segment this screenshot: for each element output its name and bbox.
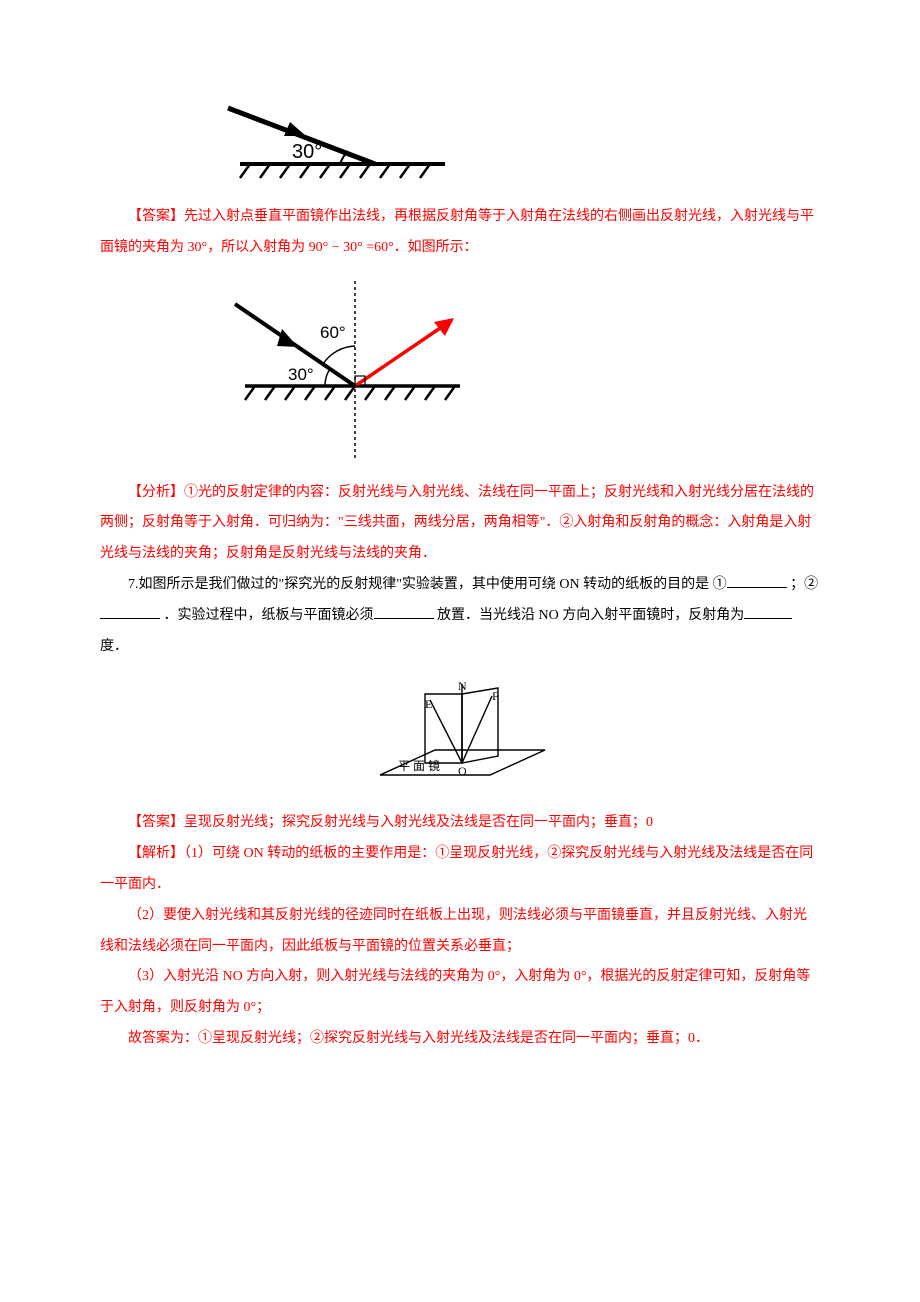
q7-text-b: ．实验过程中，纸板与平面镜必须	[164, 608, 374, 623]
q7-text-c: 放置．当光线沿 NO 方向入射平面镜时，反射角为	[437, 608, 744, 623]
angle-60-label: 60°	[320, 323, 346, 342]
expl7-p2-text: （2）要使入射光线和其反射光线的径迹同时在纸板上出现，则法线必须与平面镜垂直，并…	[100, 908, 807, 954]
angle-30-label: 30°	[292, 141, 322, 163]
explanation-7-p1: 【解析】（1）可绕 ON 转动的纸板的主要作用是：①呈现反射光线，②探究反射光线…	[100, 839, 820, 901]
label-N: N	[458, 679, 467, 693]
label-O: O	[458, 764, 467, 778]
explanation-7-p4: 故答案为：①呈现反射光线；②探究反射光线与入射光线及法线是否在同一平面内；垂直；…	[100, 1024, 820, 1055]
figure-experiment-setup: E N F O 平 面 镜	[370, 678, 550, 798]
ans7-label: 【答案】	[128, 815, 184, 830]
q7-text-d: 度．	[100, 639, 128, 654]
expl7-label: 【解析】	[128, 846, 184, 861]
analysis-1: 【分析】①光的反射定律的内容：反射光线与入射光线、法线在同一平面上；反射光线和入…	[100, 478, 820, 570]
label-F: F	[492, 689, 499, 703]
q7-semi: ；	[790, 577, 804, 592]
q7-prefix: 7.	[128, 577, 139, 592]
label-E: E	[425, 697, 432, 711]
ans7-text: 呈现反射光线；探究反射光线与入射光线及法线是否在同一平面内；垂直；0	[184, 815, 653, 830]
q7-circ2: ②	[804, 577, 818, 592]
angle-30-label-2: 30°	[288, 365, 314, 384]
answer-1: 【答案】先过入射点垂直平面镜作出法线，再根据反射角等于入射角在法线的右侧画出反射…	[100, 202, 820, 264]
q7-circ1: ①	[713, 577, 727, 592]
blank-1	[727, 573, 787, 588]
answer-7: 【答案】呈现反射光线；探究反射光线与入射光线及法线是否在同一平面内；垂直；0	[100, 808, 820, 839]
explanation-7-p3: （3）入射光沿 NO 方向入射，则入射光线与法线的夹角为 0°，入射角为 0°，…	[100, 962, 820, 1024]
answer-text: 先过入射点垂直平面镜作出法线，再根据反射角等于入射角在法线的右侧画出反射光线，入…	[100, 209, 814, 255]
analysis-label: 【分析】	[128, 485, 184, 500]
q7-text-a: 如图所示是我们做过的"探究光的反射规律"实验装置，其中使用可绕 ON 转动的纸板…	[139, 577, 710, 592]
expl7-p1-text: （1）可绕 ON 转动的纸板的主要作用是：①呈现反射光线，②探究反射光线与入射光…	[100, 846, 813, 892]
explanation-7-p2: （2）要使入射光线和其反射光线的径迹同时在纸板上出现，则法线必须与平面镜垂直，并…	[100, 901, 820, 963]
label-mirror: 平 面 镜	[398, 758, 440, 773]
blank-2	[100, 604, 160, 619]
blank-3	[374, 604, 434, 619]
expl7-p3-text: （3）入射光沿 NO 方向入射，则入射光线与法线的夹角为 0°，入射角为 0°，…	[100, 969, 810, 1015]
answer-label: 【答案】	[128, 209, 184, 224]
figure-incident-ray: 30°	[220, 102, 450, 190]
figure-reflection-solution: 60° 30°	[220, 276, 470, 466]
blank-4	[744, 604, 792, 619]
analysis-text: ①光的反射定律的内容：反射光线与入射光线、法线在同一平面上；反射光线和入射光线分…	[100, 485, 814, 562]
expl7-p4-text: 故答案为：①呈现反射光线；②探究反射光线与入射光线及法线是否在同一平面内；垂直；…	[128, 1031, 709, 1046]
question-7: 7.如图所示是我们做过的"探究光的反射规律"实验装置，其中使用可绕 ON 转动的…	[100, 570, 820, 662]
